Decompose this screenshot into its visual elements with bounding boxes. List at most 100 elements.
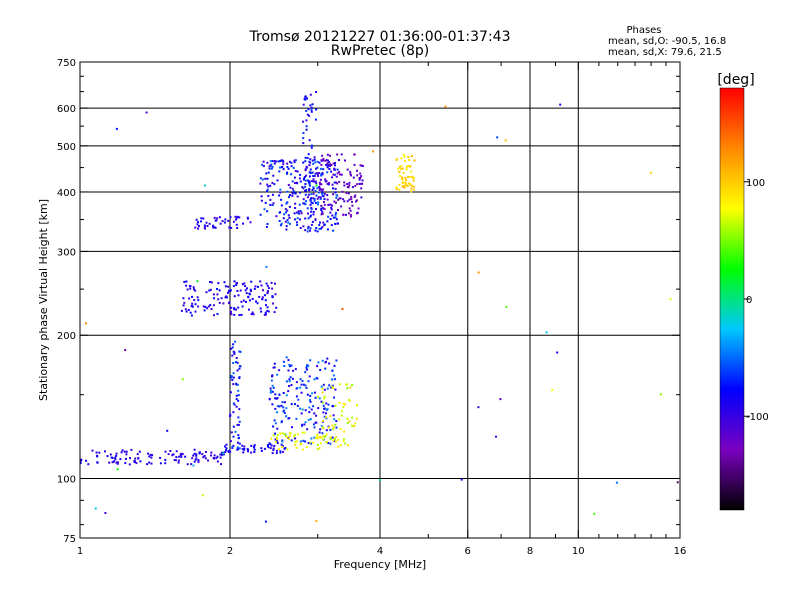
data-point: [304, 190, 306, 192]
data-point: [326, 162, 329, 165]
data-point: [235, 361, 237, 363]
data-point: [272, 386, 275, 389]
data-point: [209, 288, 212, 291]
data-point: [335, 196, 338, 199]
data-point: [400, 157, 403, 160]
data-point: [314, 180, 317, 183]
data-point: [242, 451, 245, 454]
data-point: [304, 193, 307, 196]
data-point: [333, 181, 336, 184]
data-point: [250, 280, 253, 283]
data-point: [318, 224, 321, 226]
data-point: [334, 222, 337, 225]
data-point: [312, 405, 315, 408]
data-point: [301, 424, 303, 427]
data-point: [309, 203, 312, 206]
data-point: [317, 361, 320, 364]
data-point: [309, 359, 312, 362]
data-point: [295, 440, 298, 443]
data-point: [79, 459, 82, 462]
data-point: [288, 205, 291, 208]
data-point: [283, 433, 286, 436]
data-point: [407, 156, 410, 158]
data-point: [220, 451, 223, 454]
data-point: [337, 418, 340, 421]
data-point: [351, 200, 353, 203]
data-point: [335, 436, 338, 438]
data-point: [236, 446, 239, 449]
data-point: [134, 457, 137, 460]
data-point: [278, 393, 281, 396]
data-point: [259, 177, 262, 180]
data-point: [186, 288, 189, 291]
data-point: [146, 463, 149, 466]
data-point: [318, 191, 321, 194]
data-point: [351, 384, 354, 386]
data-point: [296, 387, 299, 389]
data-point: [149, 453, 152, 456]
data-point: [266, 291, 269, 294]
data-point: [315, 227, 318, 229]
data-point: [193, 452, 196, 455]
data-point: [402, 172, 405, 174]
y-tick-label: 300: [57, 247, 76, 258]
data-point: [304, 168, 307, 171]
data-point: [296, 404, 299, 407]
data-point: [406, 184, 409, 187]
data-point: [313, 412, 316, 415]
data-point: [267, 446, 270, 449]
data-point: [307, 418, 310, 421]
data-point: [308, 114, 311, 117]
data-point: [283, 411, 286, 414]
data-point: [321, 172, 324, 175]
data-point: [265, 265, 268, 268]
data-point: [285, 394, 288, 397]
data-point: [357, 207, 360, 210]
data-point: [270, 163, 273, 166]
data-point: [326, 220, 329, 223]
data-point: [412, 188, 415, 191]
data-point: [300, 383, 303, 386]
data-point: [237, 434, 240, 437]
data-point: [230, 375, 233, 377]
data-point: [299, 218, 301, 221]
data-point: [233, 308, 236, 311]
data-point: [273, 162, 276, 165]
data-point: [405, 168, 408, 171]
x-tick-label: 1: [77, 546, 83, 557]
data-point: [194, 310, 197, 313]
data-point: [251, 298, 254, 300]
data-point: [302, 178, 305, 181]
data-point: [304, 179, 307, 182]
data-point: [254, 285, 257, 288]
data-point: [269, 389, 272, 392]
data-point: [353, 163, 356, 166]
data-point: [315, 108, 318, 111]
data-point: [335, 218, 338, 221]
data-point: [551, 389, 554, 392]
data-point: [296, 170, 299, 173]
data-point: [269, 198, 272, 201]
data-point: [260, 310, 263, 313]
data-point: [329, 163, 332, 166]
data-point: [266, 183, 269, 186]
data-point: [354, 422, 357, 425]
data-point: [266, 306, 269, 309]
data-point: [297, 212, 300, 215]
data-point: [224, 285, 227, 288]
data-point: [238, 314, 241, 317]
data-point: [321, 419, 324, 422]
data-point: [314, 118, 317, 121]
data-point: [253, 444, 256, 447]
x-tick-label: 4: [377, 546, 383, 557]
data-point: [505, 305, 508, 308]
data-point: [283, 365, 286, 367]
data-point: [294, 403, 296, 406]
data-point: [219, 456, 222, 459]
data-point: [180, 452, 183, 455]
data-point: [338, 171, 341, 173]
data-point: [230, 313, 233, 316]
data-point: [325, 159, 328, 162]
data-point: [350, 198, 353, 201]
